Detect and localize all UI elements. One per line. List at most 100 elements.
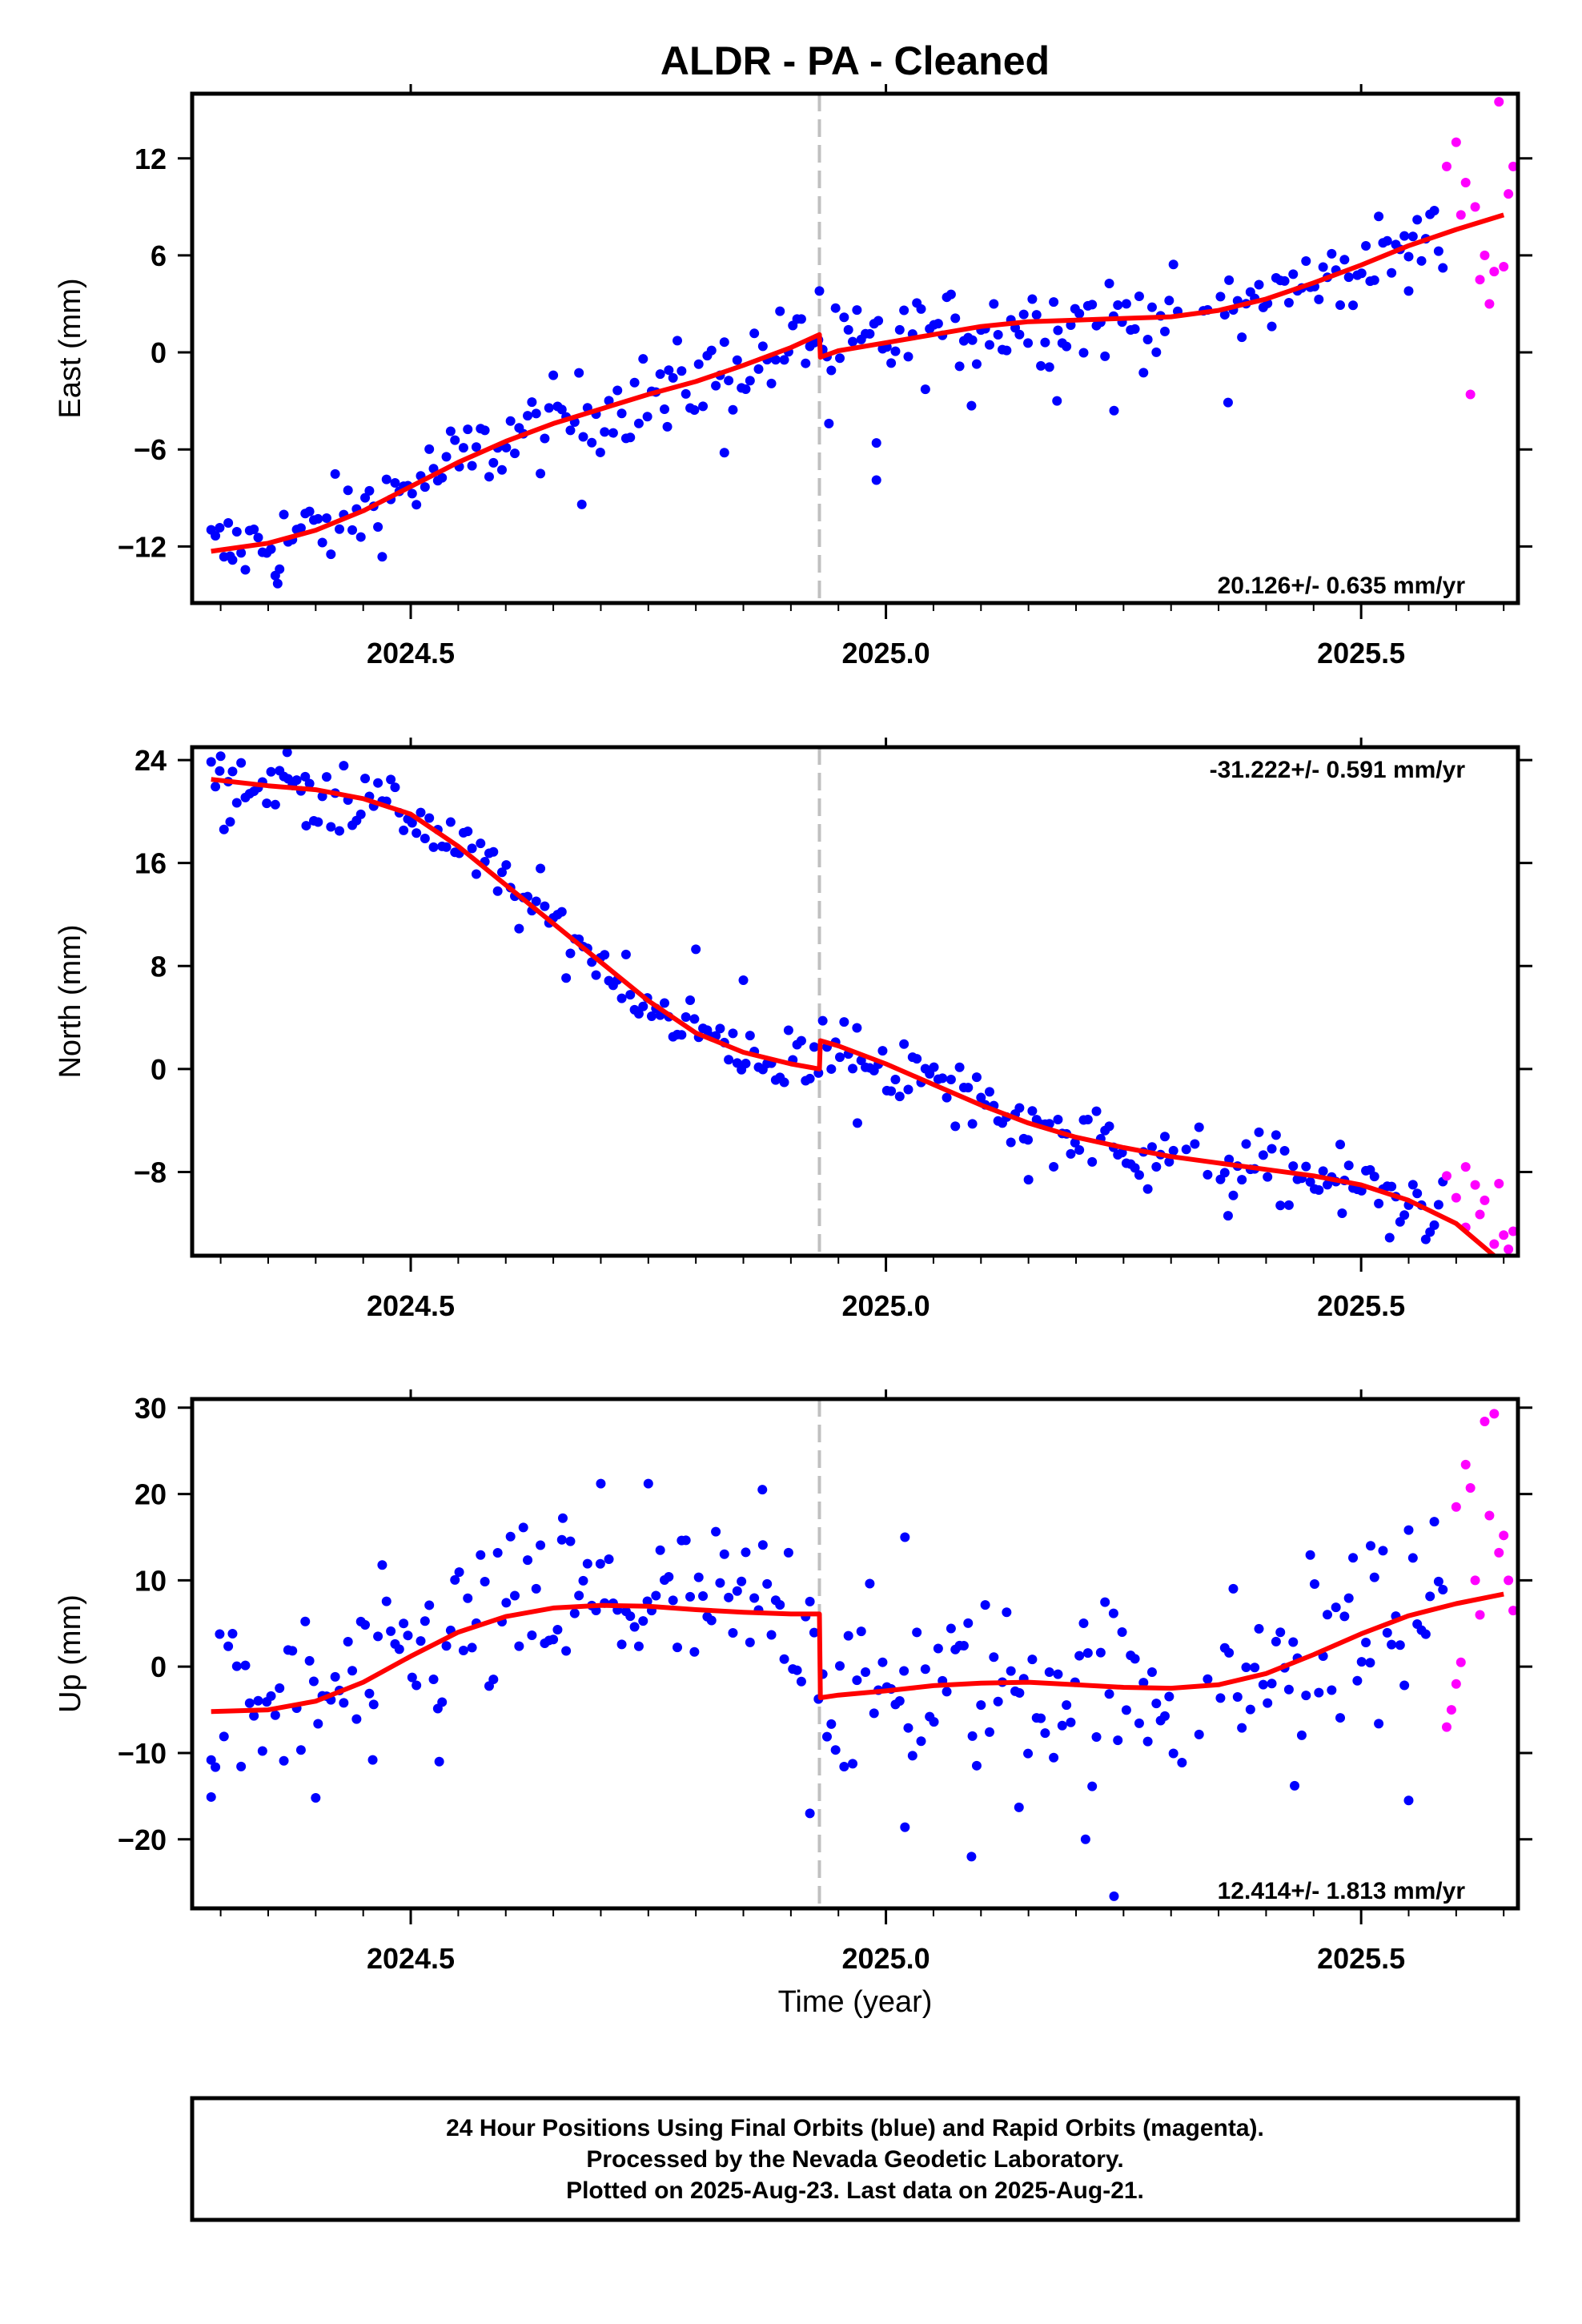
- final-orbit-point: [253, 1695, 263, 1706]
- final-orbit-point: [574, 368, 584, 378]
- final-orbit-point: [664, 1571, 674, 1582]
- final-orbit-point: [775, 1600, 785, 1610]
- final-orbit-point: [1080, 1834, 1090, 1844]
- final-orbit-point: [1138, 1678, 1149, 1688]
- final-orbit-point: [912, 1054, 922, 1064]
- rapid-orbit-point: [1451, 1192, 1461, 1203]
- final-orbit-point: [301, 821, 311, 831]
- final-orbit-point: [403, 1630, 413, 1641]
- final-orbit-point: [673, 1642, 683, 1653]
- final-orbit-point: [501, 860, 512, 870]
- rapid-orbit-point: [1441, 1722, 1452, 1732]
- final-orbit-point: [971, 359, 982, 369]
- final-orbit-point: [1331, 1602, 1341, 1613]
- final-orbit-point: [227, 1629, 238, 1639]
- final-orbit-point: [313, 1719, 323, 1729]
- final-orbit-point: [381, 1596, 391, 1606]
- final-orbit-point: [971, 1760, 982, 1771]
- final-orbit-point: [206, 1755, 216, 1765]
- chart-title: ALDR - PA - Cleaned: [661, 38, 1050, 83]
- final-orbit-point: [458, 1645, 468, 1655]
- final-orbit-point: [223, 1641, 234, 1651]
- final-orbit-point: [1053, 325, 1063, 336]
- up-panel: 2024.5 2025.0 2025.5 30 20 10 0 −10 −20 Up (mm) 12…: [54, 1389, 1532, 1975]
- final-orbit-point: [1036, 360, 1046, 371]
- final-orbit-point: [873, 316, 884, 326]
- final-orbit-point: [912, 1627, 922, 1638]
- final-orbit-point: [492, 1548, 503, 1558]
- final-orbit-point: [215, 1629, 225, 1639]
- final-orbit-point: [741, 384, 751, 394]
- final-orbit-point: [900, 1822, 910, 1832]
- final-orbit-point: [574, 1590, 584, 1601]
- final-orbit-point: [796, 1676, 806, 1687]
- final-orbit-point: [1053, 1114, 1063, 1124]
- final-orbit-point: [351, 1714, 362, 1724]
- final-orbit-point: [963, 1618, 974, 1628]
- final-orbit-point: [1309, 1579, 1319, 1590]
- final-orbit-point: [814, 286, 825, 296]
- final-orbit-point: [681, 1535, 691, 1546]
- x-tick-label: 2024.5: [367, 1942, 455, 1975]
- velocity-label: -31.222+/- 0.591 mm/yr: [1210, 757, 1466, 783]
- final-orbit-point: [877, 1046, 888, 1056]
- final-orbit-point: [561, 1646, 572, 1656]
- final-orbit-point: [321, 772, 331, 782]
- final-orbit-point: [496, 464, 507, 475]
- final-orbit-point: [1159, 1132, 1170, 1142]
- final-orbit-point: [262, 798, 272, 809]
- final-orbit-point: [390, 782, 400, 793]
- final-orbit-point: [1374, 1719, 1384, 1729]
- final-orbit-point: [225, 817, 235, 827]
- y-tick-label: 0: [151, 1053, 167, 1086]
- rapid-orbit-point: [1470, 1575, 1480, 1586]
- rapid-orbit-point: [1504, 189, 1514, 199]
- final-orbit-point: [1399, 231, 1410, 241]
- final-orbit-point: [1159, 326, 1170, 336]
- final-orbit-point: [275, 1683, 285, 1693]
- final-orbit-point: [1403, 1525, 1414, 1535]
- final-orbit-point: [1384, 1232, 1395, 1243]
- final-orbit-point: [565, 425, 576, 436]
- y-tick-label: 0: [151, 336, 167, 369]
- final-orbit-point: [556, 404, 567, 415]
- final-orbit-point: [412, 1680, 422, 1691]
- final-orbit-point: [1420, 1234, 1431, 1244]
- final-orbit-point: [565, 1536, 576, 1546]
- final-orbit-point: [1271, 1636, 1281, 1647]
- final-orbit-point: [386, 1626, 396, 1636]
- final-orbit-point: [1228, 1583, 1239, 1594]
- final-orbit-point: [1263, 1172, 1273, 1182]
- final-orbit-point: [835, 1052, 845, 1063]
- final-orbit-point: [279, 509, 289, 520]
- final-orbit-point: [441, 842, 452, 852]
- final-orbit-point: [642, 1596, 652, 1606]
- final-orbit-point: [1267, 1144, 1277, 1154]
- final-orbit-point: [377, 552, 387, 562]
- final-orbit-point: [1215, 292, 1226, 302]
- final-orbit-point: [693, 1572, 704, 1582]
- final-orbit-point: [1407, 1180, 1418, 1190]
- final-orbit-point: [1356, 268, 1367, 279]
- final-orbit-point: [1395, 1640, 1405, 1651]
- final-orbit-point: [480, 425, 490, 436]
- final-orbit-point: [1232, 1691, 1243, 1702]
- final-orbit-point: [1027, 1655, 1038, 1665]
- final-orbit-point: [1438, 263, 1448, 273]
- final-orbit-point: [655, 369, 665, 380]
- final-orbit-point: [848, 336, 858, 347]
- final-orbit-point: [950, 313, 961, 324]
- final-orbit-point: [467, 843, 477, 854]
- final-orbit-point: [355, 809, 366, 819]
- final-orbit-point: [900, 1532, 910, 1542]
- final-orbit-point: [343, 485, 353, 496]
- final-orbit-point: [693, 359, 704, 369]
- final-orbit-point: [501, 1598, 512, 1608]
- final-orbit-point: [1082, 1648, 1093, 1659]
- final-orbit-point: [616, 408, 627, 419]
- x-tick-label: 2025.5: [1317, 1289, 1405, 1322]
- final-orbit-point: [1164, 1156, 1174, 1167]
- x-tick-label: 2025.0: [842, 637, 930, 669]
- final-orbit-point: [967, 335, 978, 345]
- east-panel: 2024.5 2025.0 2025.5 12 6 0 −6 −12 East (mm) 20.1…: [54, 84, 1532, 669]
